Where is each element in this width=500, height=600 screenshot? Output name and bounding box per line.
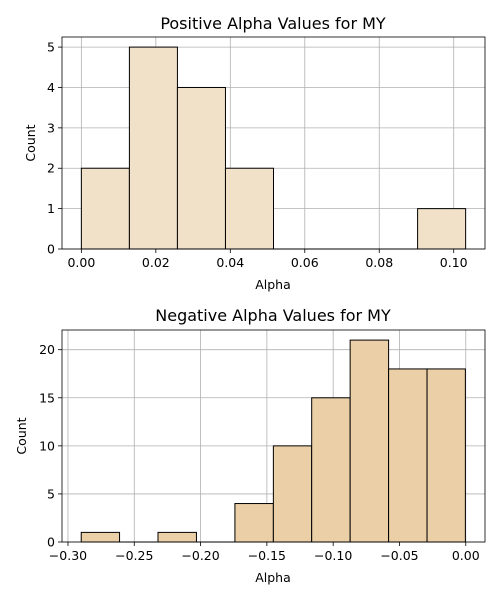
x-tick-label: −0.20 — [181, 548, 219, 563]
y-tick-label: 0 — [47, 535, 55, 550]
y-axis-label: Count — [14, 417, 29, 454]
chart-title: Negative Alpha Values for MY — [155, 306, 391, 325]
histogram-bar — [128, 46, 178, 250]
histogram-bar — [426, 368, 466, 543]
plot-frame — [61, 36, 486, 250]
x-tick-label: 0.10 — [440, 255, 468, 270]
chart-negative-alpha: Negative Alpha Values for MY Alpha Count… — [14, 306, 486, 585]
chart-positive-alpha: Positive Alpha Values for MY Alpha Count… — [23, 14, 486, 292]
x-tick-label: −0.25 — [115, 548, 153, 563]
y-tick-label: 1 — [47, 201, 55, 216]
y-tick-label: 20 — [39, 342, 55, 357]
bars — [80, 339, 466, 543]
histogram-bar — [417, 208, 467, 250]
y-ticks: 0 5 10 15 20 — [39, 342, 62, 550]
x-tick-label: 0.06 — [291, 255, 319, 270]
x-tick-label: 0.02 — [142, 255, 170, 270]
y-tick-label: 5 — [47, 486, 55, 501]
x-tick-label: −0.05 — [380, 548, 418, 563]
histogram-bar — [311, 397, 351, 543]
histogram-bar — [157, 531, 197, 543]
histogram-bar — [349, 339, 390, 543]
y-tick-label: 10 — [39, 438, 55, 453]
histogram-bar — [224, 167, 274, 250]
plot-frame — [61, 329, 486, 543]
x-ticks: −0.30 −0.25 −0.20 −0.15 −0.10 −0.05 0.00 — [49, 542, 480, 563]
y-tick-label: 0 — [47, 242, 55, 257]
x-ticks: 0.00 0.02 0.04 0.06 0.08 0.10 — [67, 249, 468, 270]
histogram-bar — [272, 445, 313, 543]
histogram-bar — [80, 167, 130, 250]
y-axis-label: Count — [23, 124, 38, 161]
x-axis-label: Alpha — [255, 570, 291, 585]
x-tick-label: 0.04 — [216, 255, 244, 270]
y-tick-label: 5 — [47, 40, 55, 55]
histogram-bar — [176, 86, 226, 250]
y-tick-label: 2 — [47, 161, 55, 176]
x-axis-label: Alpha — [255, 277, 291, 292]
histogram-bar — [80, 531, 121, 543]
y-tick-label: 4 — [47, 80, 55, 95]
x-tick-label: −0.15 — [248, 548, 286, 563]
x-tick-label: −0.30 — [49, 548, 87, 563]
y-ticks: 0 1 2 3 4 5 — [47, 40, 62, 257]
y-tick-label: 3 — [47, 120, 55, 135]
x-tick-label: 0.08 — [365, 255, 393, 270]
x-tick-label: 0.00 — [67, 255, 95, 270]
histogram-bar — [388, 368, 428, 543]
x-tick-label: 0.00 — [452, 548, 480, 563]
x-tick-label: −0.10 — [314, 548, 352, 563]
y-tick-label: 15 — [39, 390, 55, 405]
histogram-bar — [234, 503, 274, 543]
bars — [80, 46, 467, 250]
chart-title: Positive Alpha Values for MY — [160, 14, 386, 33]
